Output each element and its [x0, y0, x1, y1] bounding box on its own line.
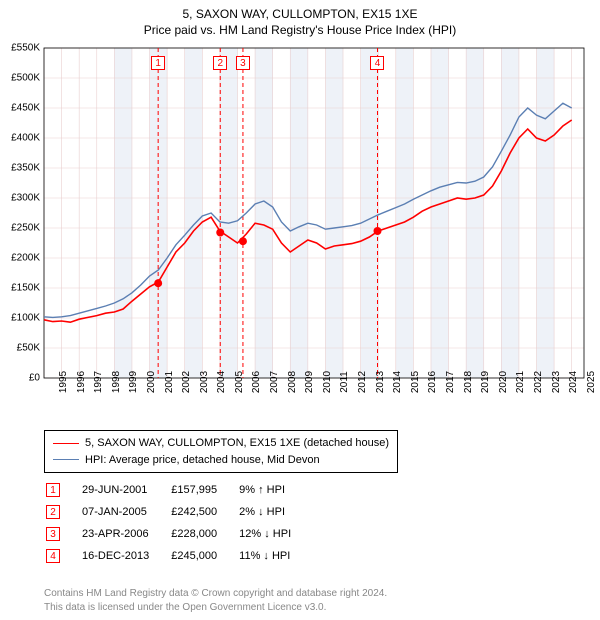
sale-marker-4: 4: [370, 56, 384, 70]
tx-vs-hpi: 11% ↓ HPI: [239, 546, 311, 566]
table-row: 207-JAN-2005£242,5002% ↓ HPI: [46, 502, 311, 522]
tx-date: 23-APR-2006: [82, 524, 169, 544]
tx-price: £228,000: [171, 524, 237, 544]
y-tick-label: £550K: [11, 43, 40, 54]
legend-label-price: 5, SAXON WAY, CULLOMPTON, EX15 1XE (deta…: [85, 435, 389, 452]
footer: Contains HM Land Registry data © Crown c…: [44, 587, 387, 614]
tx-date: 29-JUN-2001: [82, 480, 169, 500]
title-block: 5, SAXON WAY, CULLOMPTON, EX15 1XE Price…: [0, 0, 600, 38]
legend-row-hpi: HPI: Average price, detached house, Mid …: [53, 452, 389, 469]
tx-price: £157,995: [171, 480, 237, 500]
table-row: 323-APR-2006£228,00012% ↓ HPI: [46, 524, 311, 544]
legend-swatch-hpi: [53, 459, 79, 460]
tx-marker: 4: [46, 546, 80, 566]
y-tick-label: £350K: [11, 163, 40, 174]
chart-area: 1234£0£50K£100K£150K£200K£250K£300K£350K…: [44, 48, 584, 378]
chart-container: 5, SAXON WAY, CULLOMPTON, EX15 1XE Price…: [0, 0, 600, 620]
tx-vs-hpi: 12% ↓ HPI: [239, 524, 311, 544]
y-tick-label: £500K: [11, 73, 40, 84]
sale-marker-2: 2: [213, 56, 227, 70]
tx-date: 07-JAN-2005: [82, 502, 169, 522]
y-tick-label: £100K: [11, 313, 40, 324]
tx-marker: 3: [46, 524, 80, 544]
tx-price: £245,000: [171, 546, 237, 566]
legend-swatch-price: [53, 443, 79, 444]
y-tick-label: £250K: [11, 223, 40, 234]
title-subtitle: Price paid vs. HM Land Registry's House …: [0, 22, 600, 38]
tx-marker: 1: [46, 480, 80, 500]
footer-line1: Contains HM Land Registry data © Crown c…: [44, 587, 387, 601]
title-address: 5, SAXON WAY, CULLOMPTON, EX15 1XE: [0, 6, 600, 22]
tx-vs-hpi: 2% ↓ HPI: [239, 502, 311, 522]
table-row: 129-JUN-2001£157,9959% ↑ HPI: [46, 480, 311, 500]
y-tick-label: £450K: [11, 103, 40, 114]
sale-marker-1: 1: [151, 56, 165, 70]
y-tick-label: £150K: [11, 283, 40, 294]
x-tick-label: 2025: [572, 371, 597, 393]
tx-marker: 2: [46, 502, 80, 522]
chart-svg: [44, 48, 584, 378]
y-tick-label: £0: [29, 373, 40, 384]
tx-date: 16-DEC-2013: [82, 546, 169, 566]
tx-vs-hpi: 9% ↑ HPI: [239, 480, 311, 500]
y-tick-label: £300K: [11, 193, 40, 204]
y-tick-label: £400K: [11, 133, 40, 144]
legend-label-hpi: HPI: Average price, detached house, Mid …: [85, 452, 320, 469]
transactions-table: 129-JUN-2001£157,9959% ↑ HPI207-JAN-2005…: [44, 478, 313, 568]
table-row: 416-DEC-2013£245,00011% ↓ HPI: [46, 546, 311, 566]
y-tick-label: £200K: [11, 253, 40, 264]
legend-row-price: 5, SAXON WAY, CULLOMPTON, EX15 1XE (deta…: [53, 435, 389, 452]
y-tick-label: £50K: [17, 343, 40, 354]
footer-line2: This data is licensed under the Open Gov…: [44, 601, 387, 615]
tx-price: £242,500: [171, 502, 237, 522]
sale-marker-3: 3: [236, 56, 250, 70]
legend: 5, SAXON WAY, CULLOMPTON, EX15 1XE (deta…: [44, 430, 398, 473]
